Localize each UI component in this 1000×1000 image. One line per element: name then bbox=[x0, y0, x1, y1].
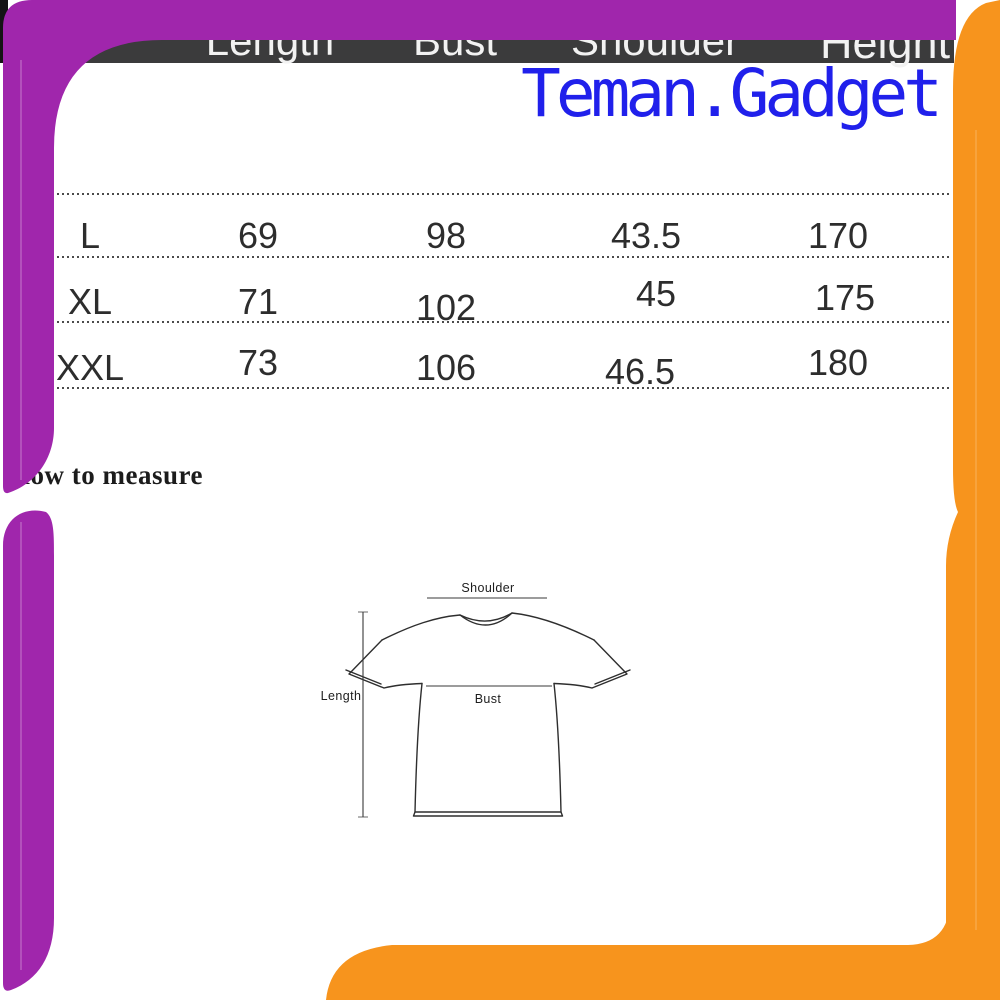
measure-lines bbox=[358, 597, 552, 818]
shoulder-cell: 46.5 bbox=[604, 351, 676, 392]
height-cell: 175 bbox=[814, 277, 876, 318]
tshirt-outline bbox=[345, 612, 631, 817]
length-cell: 69 bbox=[237, 215, 279, 256]
purple-frame-bottom-left bbox=[3, 510, 54, 991]
orange-frame-right bbox=[946, 0, 1000, 1000]
height-cell: 170 bbox=[807, 215, 869, 256]
dotted-divider bbox=[57, 321, 950, 323]
brand-watermark: Teman.Gadget bbox=[521, 55, 943, 132]
table-row-xxl: XXL 73 106 46.5 180 bbox=[0, 345, 1000, 390]
length-cell: 71 bbox=[237, 281, 279, 322]
table-row-xl: XL 71 102 45 175 bbox=[0, 276, 1000, 326]
bust-cell: 106 bbox=[415, 347, 477, 388]
shoulder-cell: 45 bbox=[635, 273, 677, 314]
length-label: Length bbox=[321, 689, 362, 703]
how-to-measure-title: How to measure bbox=[9, 460, 203, 490]
bust-label: Bust bbox=[475, 692, 502, 706]
shoulder-cell: 43.5 bbox=[610, 215, 682, 256]
column-header-bust: Bust bbox=[412, 17, 498, 64]
shoulder-label: Shoulder bbox=[461, 581, 514, 595]
dotted-divider bbox=[57, 387, 950, 389]
size-cell: XXL bbox=[55, 347, 125, 388]
tshirt-measure-diagram: Shoulder Length Bust bbox=[321, 581, 631, 818]
orange-frame-bottom bbox=[326, 901, 950, 1000]
length-line-ticks bbox=[358, 611, 368, 818]
height-cell: 180 bbox=[807, 342, 869, 383]
dotted-divider bbox=[57, 193, 950, 195]
table-row-l: L 69 98 43.5 170 bbox=[0, 218, 1000, 254]
size-cell: XL bbox=[67, 281, 113, 322]
column-header-length: Length bbox=[205, 17, 335, 64]
bust-cell: 98 bbox=[425, 215, 467, 256]
length-cell: 73 bbox=[237, 342, 279, 383]
dotted-divider bbox=[57, 256, 950, 258]
size-cell: L bbox=[79, 215, 101, 256]
